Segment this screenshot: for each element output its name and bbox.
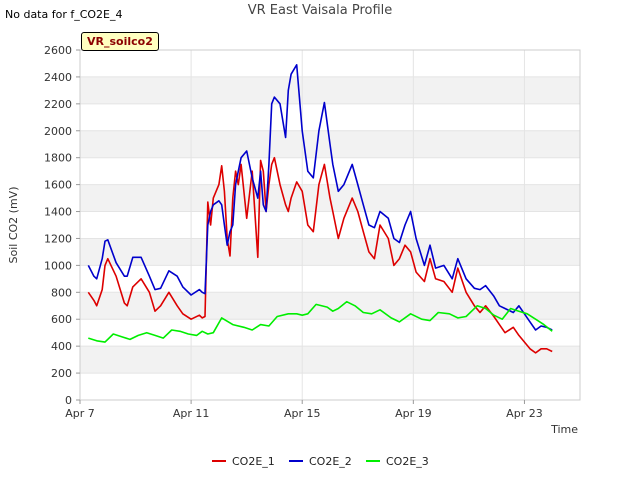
y-axis-label: Soil CO2 (mV) — [7, 187, 20, 264]
chart-title: VR East Vaisala Profile — [247, 3, 393, 18]
site-badge: VR_soilco2 — [81, 32, 159, 51]
no-data-note: No data for f_CO2E_4 — [5, 8, 123, 21]
x-tick-label: Apr 7 — [65, 407, 95, 420]
series-line-co2e-3 — [88, 300, 553, 343]
grid-band — [80, 76, 580, 104]
y-tick-label: 1000 — [44, 259, 72, 272]
grid-band — [80, 238, 580, 266]
grid-band — [80, 346, 580, 374]
y-tick-label: 0 — [65, 394, 72, 407]
y-tick-label: 2200 — [44, 98, 72, 111]
y-tick-label: 2000 — [44, 125, 72, 138]
y-tick-label: 600 — [51, 313, 72, 326]
y-tick-label: 1800 — [44, 152, 72, 165]
y-tick-label: 400 — [51, 340, 72, 353]
x-tick-label: Apr 23 — [506, 407, 543, 420]
y-tick-label: 2400 — [44, 71, 72, 84]
x-axis-label: Time — [550, 423, 578, 436]
x-tick-label: Apr 11 — [173, 407, 210, 420]
x-tick-label: Apr 19 — [395, 407, 432, 420]
legend-label-co2e-3: CO2E_3 — [386, 455, 429, 468]
y-tick-label: 1200 — [44, 232, 72, 245]
y-tick-label: 1600 — [44, 179, 72, 192]
series-line-co2e-2 — [87, 64, 553, 331]
y-tick-label: 2600 — [44, 44, 72, 57]
plot-frame — [79, 49, 581, 401]
series-line-co2e-1 — [87, 156, 553, 354]
legend-label-co2e-1: CO2E_1 — [232, 455, 275, 468]
legend-label-co2e-2: CO2E_2 — [309, 455, 352, 468]
y-tick-label: 800 — [51, 286, 72, 299]
y-tick-label: 1400 — [44, 206, 72, 219]
y-tick-label: 200 — [51, 367, 72, 380]
grid-band — [80, 292, 580, 320]
x-tick-label: Apr 15 — [284, 407, 321, 420]
